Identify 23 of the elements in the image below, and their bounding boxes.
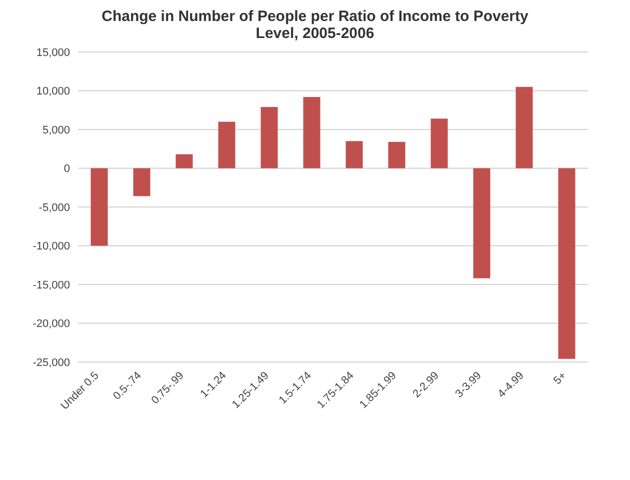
bar <box>346 141 363 168</box>
bar <box>473 168 490 278</box>
bar <box>558 168 576 359</box>
y-tick-label: 10,000 <box>36 86 70 98</box>
bar <box>218 122 236 168</box>
x-tick-label: 5+ <box>552 370 569 387</box>
bar <box>516 86 533 168</box>
y-tick-label: 15,000 <box>36 46 70 59</box>
y-tick-label: 0 <box>64 163 70 176</box>
bar <box>176 154 193 168</box>
y-tick-label: -25,000 <box>32 356 70 369</box>
bar <box>430 118 448 168</box>
y-tick-label: 5,000 <box>42 124 70 136</box>
bar <box>303 96 320 168</box>
y-tick-label: -20,000 <box>32 318 70 330</box>
bar <box>133 168 150 196</box>
y-tick-label: -10,000 <box>32 240 70 253</box>
chart-title: Change in Number of People per Ratio of Income to Poverty Level, 2005-2006 <box>100 8 530 42</box>
bar <box>388 142 406 168</box>
bar <box>90 168 108 246</box>
bar <box>260 107 278 168</box>
y-tick-label: -15,000 <box>32 279 70 292</box>
y-tick-label: -5,000 <box>38 202 70 214</box>
